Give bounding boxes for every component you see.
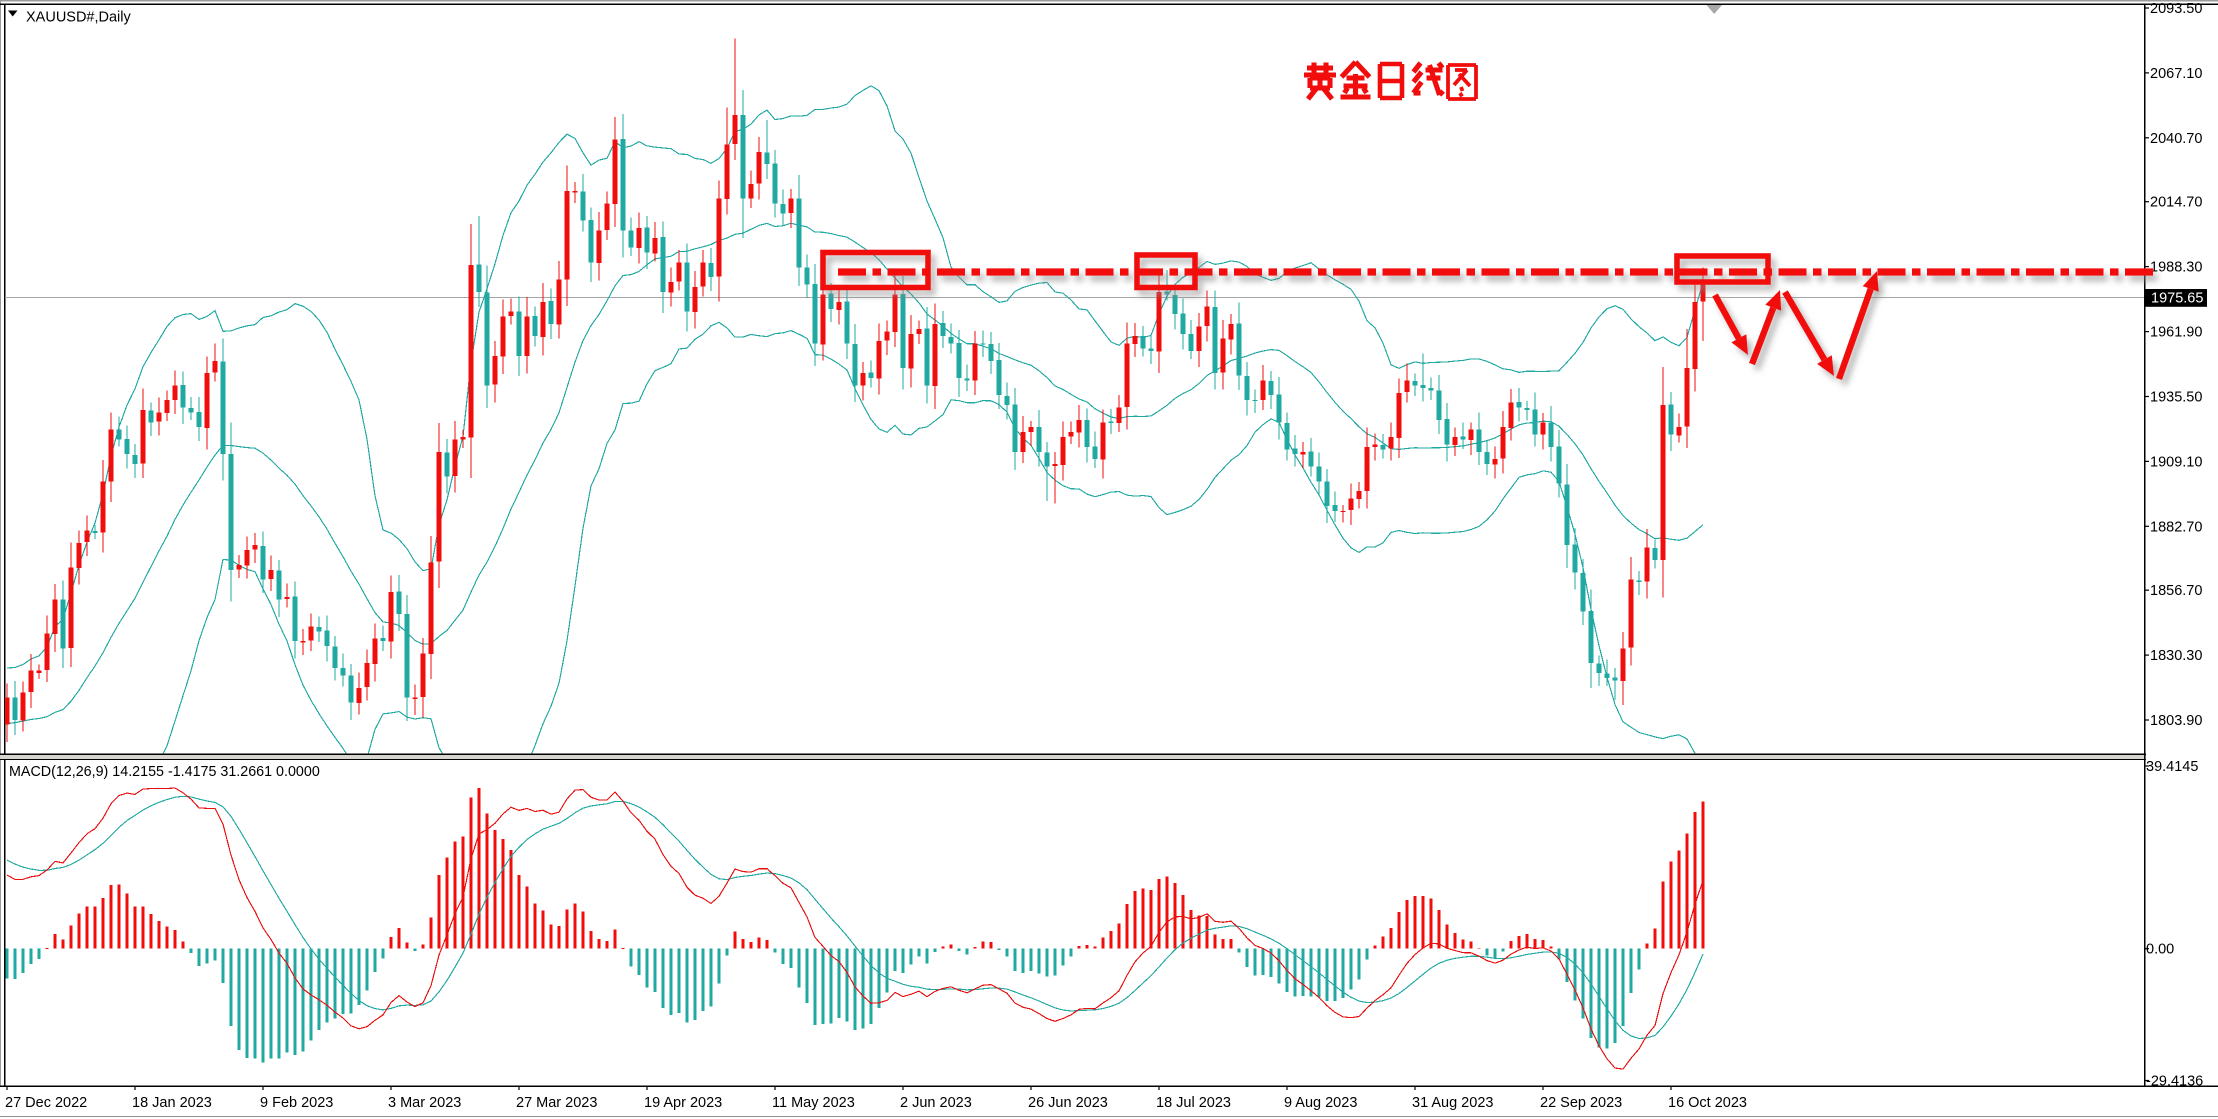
svg-text:1909.10: 1909.10 [2150,454,2202,470]
svg-text:1856.70: 1856.70 [2150,583,2202,599]
svg-text:2093.50: 2093.50 [2150,1,2202,17]
svg-text:1975.65: 1975.65 [2151,291,2203,307]
svg-text:-29.4136: -29.4136 [2146,1074,2203,1090]
svg-text:3 Mar 2023: 3 Mar 2023 [388,1095,461,1111]
svg-text:27 Dec 2022: 27 Dec 2022 [5,1095,87,1111]
svg-text:2014.70: 2014.70 [2150,195,2202,211]
svg-text:MACD(12,26,9) 14.2155 -1.4175: MACD(12,26,9) 14.2155 -1.4175 31.2661 0.… [9,764,320,780]
svg-text:18 Jan 2023: 18 Jan 2023 [132,1095,212,1111]
svg-text:2 Jun 2023: 2 Jun 2023 [900,1095,972,1111]
svg-text:1961.90: 1961.90 [2150,325,2202,341]
svg-text:11 May 2023: 11 May 2023 [772,1095,855,1111]
svg-text:1803.90: 1803.90 [2150,713,2202,729]
svg-text:9 Aug 2023: 9 Aug 2023 [1284,1095,1357,1111]
svg-text:1988.30: 1988.30 [2150,260,2202,276]
svg-text:2040.70: 2040.70 [2150,131,2202,147]
svg-text:1830.30: 1830.30 [2150,648,2202,664]
svg-text:16 Oct 2023: 16 Oct 2023 [1668,1095,1747,1111]
svg-text:18 Jul 2023: 18 Jul 2023 [1156,1095,1231,1111]
svg-text:39.4145: 39.4145 [2146,759,2198,775]
svg-text:22 Sep 2023: 22 Sep 2023 [1540,1095,1622,1111]
svg-text:19 Apr 2023: 19 Apr 2023 [644,1095,722,1111]
svg-text:26 Jun 2023: 26 Jun 2023 [1028,1095,1108,1111]
svg-text:XAUUSD#,Daily: XAUUSD#,Daily [26,10,131,26]
svg-text:0.00: 0.00 [2146,942,2174,958]
svg-text:2067.10: 2067.10 [2150,66,2202,82]
svg-text:27 Mar 2023: 27 Mar 2023 [516,1095,597,1111]
svg-text:1882.70: 1882.70 [2150,519,2202,535]
svg-text:31 Aug 2023: 31 Aug 2023 [1412,1095,1493,1111]
svg-text:9 Feb 2023: 9 Feb 2023 [260,1095,333,1111]
svg-text:1935.50: 1935.50 [2150,389,2202,405]
